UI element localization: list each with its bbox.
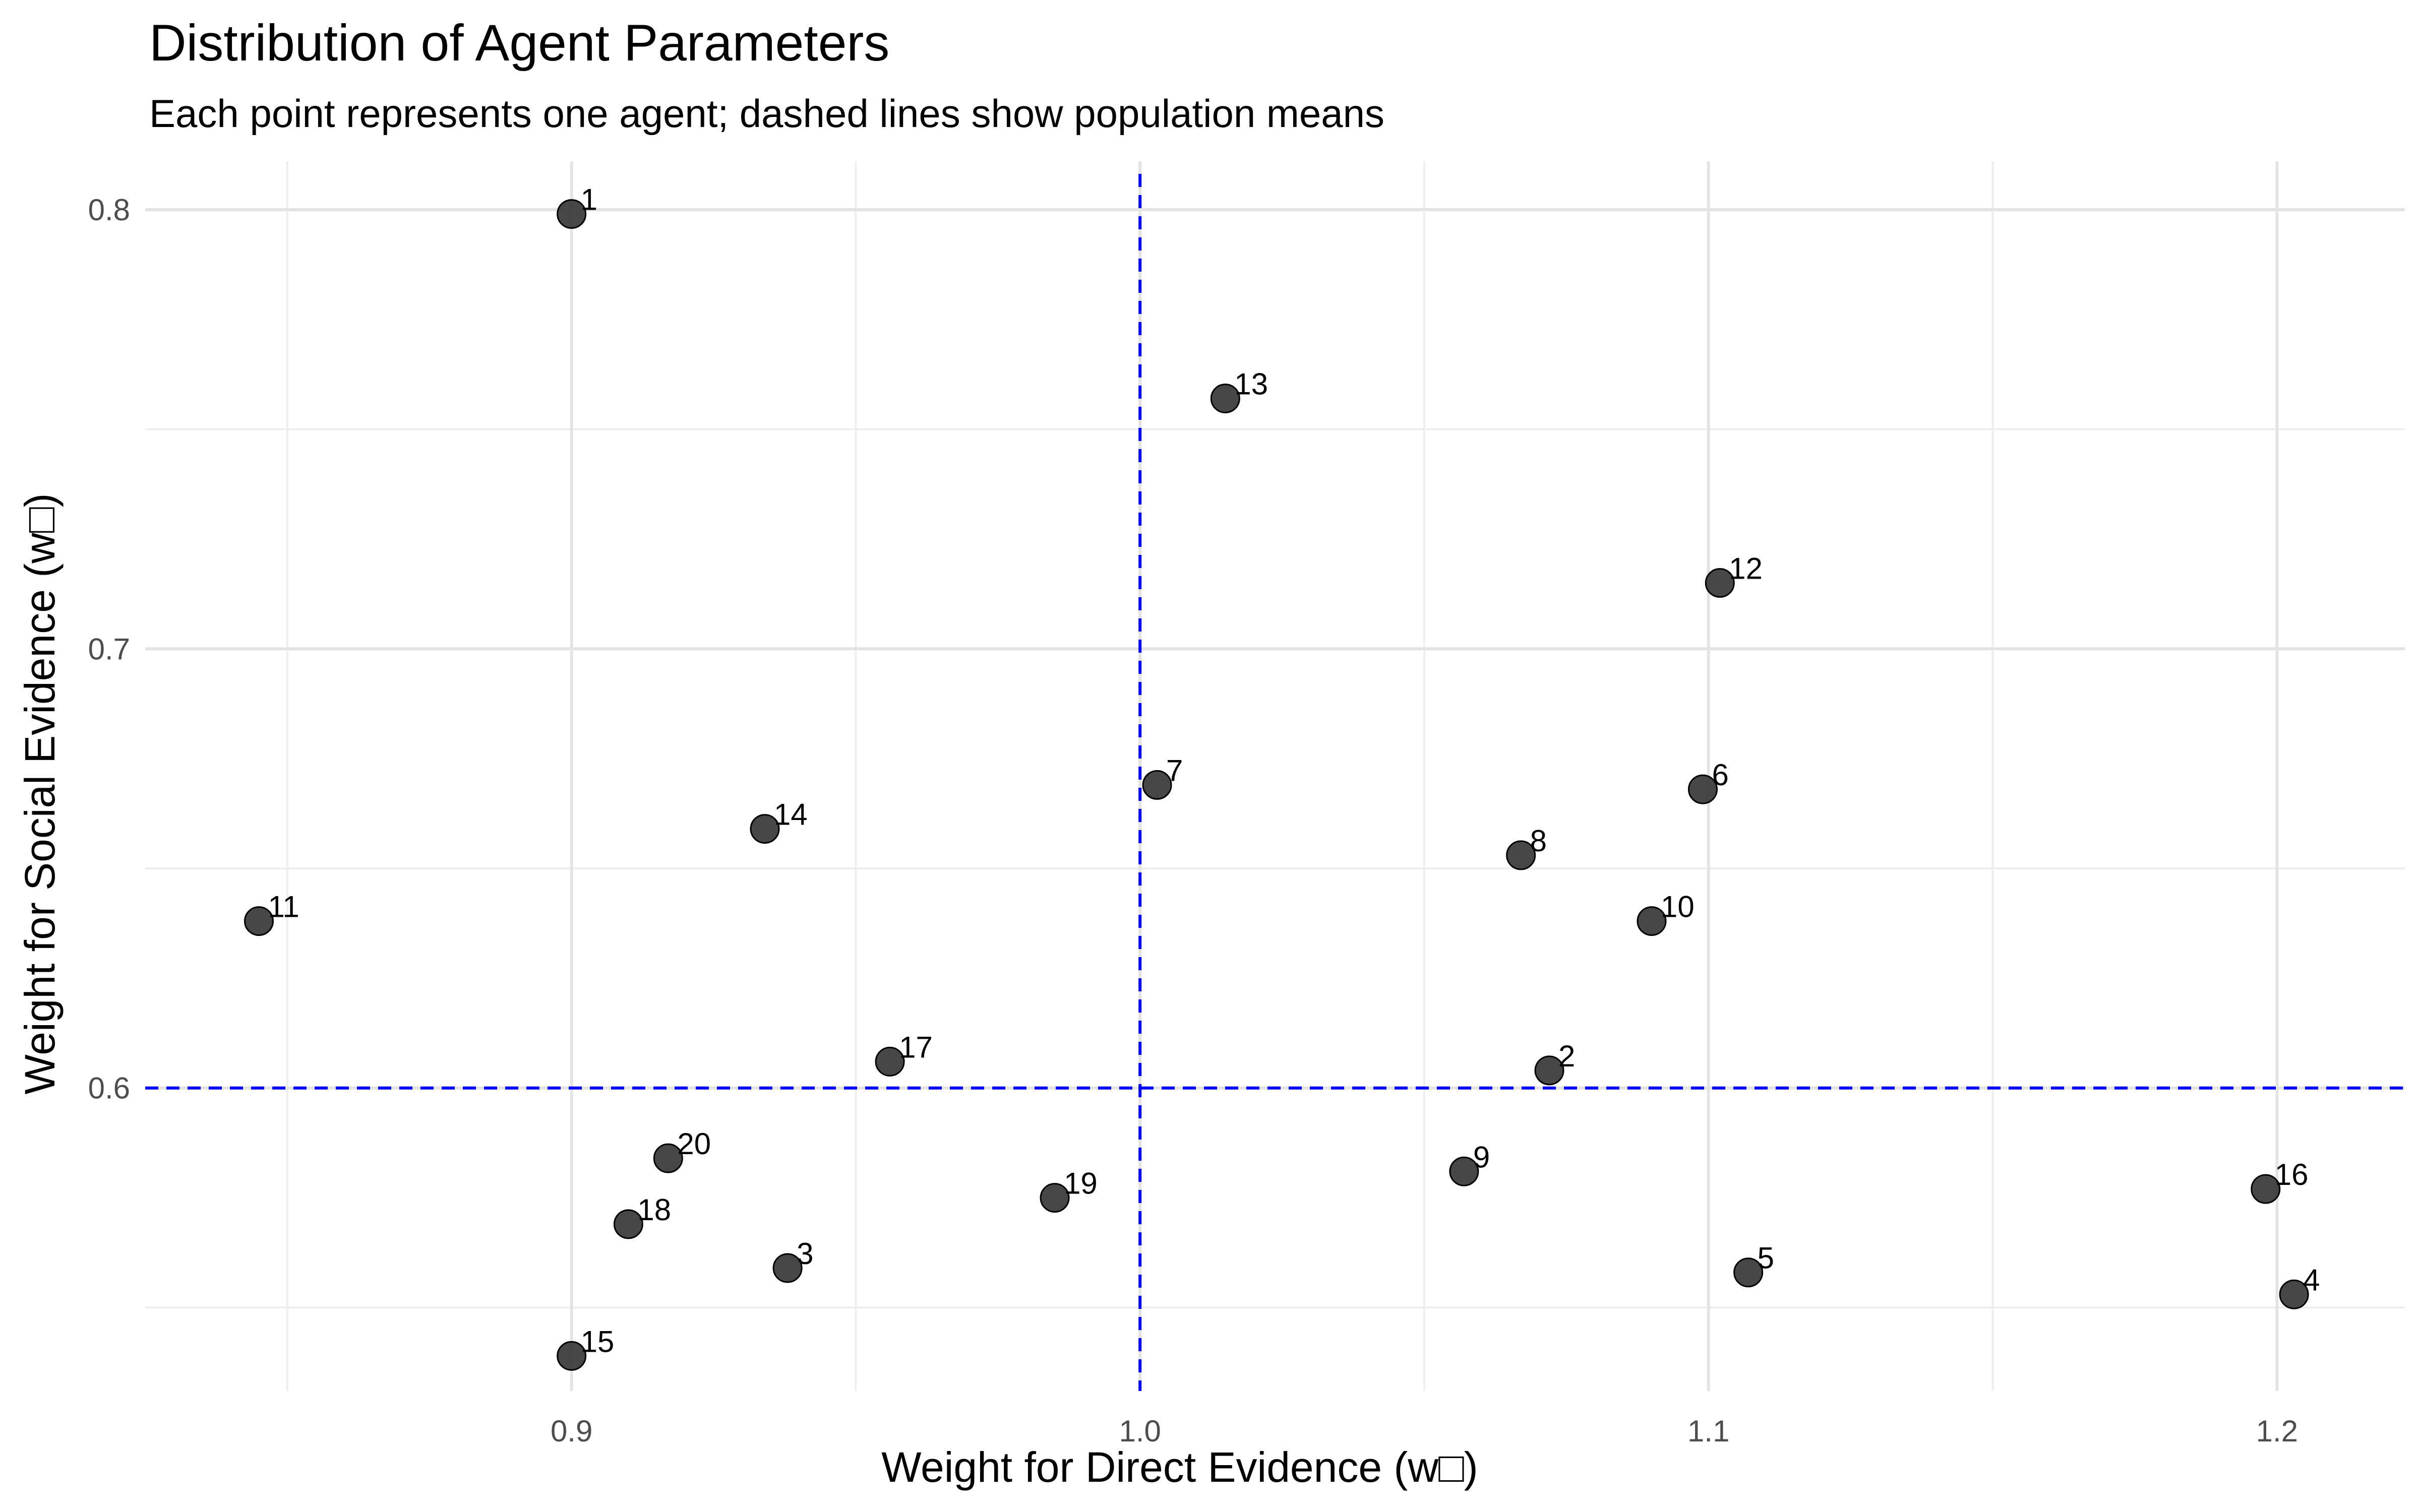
- data-point-5: [1733, 1257, 1764, 1288]
- chart-title: Distribution of Agent Parameters: [149, 14, 889, 72]
- point-label-11: 11: [268, 890, 299, 924]
- x-tick-label-3: 1.2: [2256, 1414, 2298, 1448]
- data-point-7: [1142, 770, 1172, 800]
- y-tick-label-0: 0.6: [88, 1072, 130, 1105]
- point-label-8: 8: [1530, 824, 1547, 858]
- point-label-19: 19: [1064, 1167, 1098, 1201]
- data-point-17: [875, 1046, 905, 1077]
- point-label-18: 18: [637, 1193, 671, 1227]
- point-label-7: 7: [1166, 753, 1183, 787]
- point-label-20: 20: [677, 1127, 711, 1161]
- y-tick-label-2: 0.8: [88, 193, 130, 227]
- y-axis-title: Weight for Social Evidence (w□): [16, 493, 64, 1095]
- data-point-12: [1705, 568, 1735, 598]
- point-label-14: 14: [774, 798, 808, 832]
- data-point-10: [1637, 906, 1667, 936]
- point-label-13: 13: [1234, 367, 1268, 401]
- data-point-8: [1506, 840, 1536, 870]
- x-axis-ticks: 0.9 1.0 1.1 1.2: [551, 1414, 2298, 1448]
- point-label-16: 16: [2275, 1158, 2309, 1191]
- point-label-2: 2: [1558, 1039, 1575, 1073]
- x-tick-label-0: 0.9: [551, 1414, 592, 1448]
- data-point-11: [244, 906, 274, 936]
- x-tick-label-2: 1.1: [1687, 1414, 1729, 1448]
- data-point-4: [2279, 1279, 2309, 1309]
- data-point-15: [557, 1341, 587, 1371]
- x-axis-title: Weight for Direct Evidence (w□): [881, 1443, 1478, 1491]
- point-label-10: 10: [1661, 890, 1695, 924]
- data-point-13: [1210, 384, 1240, 414]
- data-point-3: [772, 1253, 803, 1283]
- chart-subtitle: Each point represents one agent; dashed …: [149, 91, 1384, 136]
- y-axis-ticks: 0.6 0.7 0.8: [88, 193, 130, 1105]
- point-label-12: 12: [1729, 552, 1763, 586]
- point-label-6: 6: [1712, 758, 1728, 792]
- point-label-15: 15: [581, 1325, 615, 1358]
- point-label-9: 9: [1473, 1140, 1490, 1174]
- data-point-19: [1040, 1183, 1070, 1213]
- data-points: [244, 199, 2309, 1371]
- x-tick-label-1: 1.0: [1119, 1414, 1161, 1448]
- point-label-1: 1: [581, 183, 597, 217]
- data-point-2: [1534, 1055, 1564, 1086]
- point-label-17: 17: [899, 1030, 933, 1064]
- data-point-16: [2251, 1174, 2281, 1204]
- point-label-5: 5: [1758, 1241, 1774, 1275]
- data-point-6: [1687, 774, 1718, 804]
- data-point-1: [557, 199, 587, 229]
- grid: [145, 161, 2405, 1391]
- point-label-3: 3: [797, 1237, 813, 1271]
- data-point-9: [1449, 1156, 1479, 1186]
- data-point-14: [750, 814, 780, 844]
- data-point-20: [653, 1143, 683, 1173]
- data-point-18: [613, 1209, 643, 1239]
- mean-lines: [145, 174, 2405, 1391]
- y-tick-label-1: 0.7: [88, 632, 130, 666]
- point-label-4: 4: [2303, 1263, 2320, 1297]
